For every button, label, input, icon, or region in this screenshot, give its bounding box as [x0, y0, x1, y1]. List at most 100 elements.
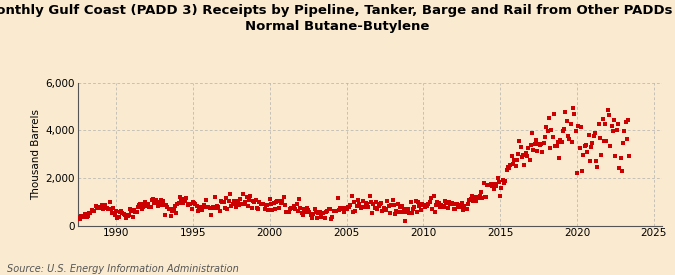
Point	[496, 186, 507, 191]
Point	[246, 206, 257, 211]
Text: Monthly Gulf Coast (PADD 3) Receipts by Pipeline, Tanker, Barge and Rail from Ot: Monthly Gulf Coast (PADD 3) Receipts by …	[0, 4, 675, 33]
Point	[165, 207, 176, 211]
Point	[72, 215, 83, 219]
Point	[125, 207, 136, 212]
Point	[489, 182, 500, 186]
Point	[523, 146, 534, 150]
Point	[572, 171, 583, 176]
Point	[616, 169, 627, 174]
Point	[514, 139, 524, 143]
Point	[163, 207, 174, 211]
Point	[286, 205, 297, 210]
Point	[340, 206, 350, 210]
Point	[75, 216, 86, 221]
Point	[360, 201, 371, 205]
Point	[536, 142, 547, 146]
Point	[178, 197, 189, 201]
Point	[512, 158, 522, 163]
Point	[249, 199, 260, 204]
Point	[250, 198, 261, 202]
Point	[618, 141, 628, 145]
Point	[425, 200, 435, 204]
Point	[564, 137, 574, 141]
Point	[226, 204, 237, 209]
Point	[450, 206, 461, 211]
Point	[562, 119, 572, 123]
Point	[198, 205, 209, 210]
Point	[541, 124, 551, 129]
Point	[585, 159, 595, 164]
Point	[532, 149, 543, 153]
Point	[300, 210, 311, 214]
Point	[267, 208, 277, 213]
Point	[134, 203, 144, 207]
Point	[578, 153, 589, 157]
Point	[262, 203, 273, 208]
Point	[454, 205, 464, 210]
Point	[176, 197, 187, 202]
Point	[335, 205, 346, 210]
Point	[323, 207, 334, 211]
Point	[615, 156, 626, 161]
Point	[202, 204, 213, 209]
Point	[223, 199, 234, 203]
Point	[254, 200, 265, 204]
Point	[446, 200, 457, 205]
Point	[200, 197, 211, 202]
Point	[321, 210, 331, 214]
Point	[124, 212, 134, 217]
Point	[378, 206, 389, 210]
Point	[551, 143, 562, 148]
Point	[252, 207, 263, 211]
Point	[348, 210, 358, 214]
Point	[80, 212, 90, 217]
Point	[148, 196, 159, 201]
Point	[405, 199, 416, 204]
Point	[542, 129, 553, 133]
Point	[481, 195, 491, 199]
Point	[296, 211, 307, 216]
Point	[291, 202, 302, 206]
Point	[547, 134, 558, 139]
Point	[289, 204, 300, 208]
Point	[309, 207, 320, 211]
Point	[278, 195, 289, 199]
Point	[363, 205, 374, 209]
Point	[520, 151, 531, 156]
Point	[614, 165, 624, 170]
Point	[190, 202, 201, 207]
Point	[228, 199, 239, 204]
Point	[245, 194, 256, 198]
Point	[508, 162, 518, 167]
Point	[568, 106, 578, 110]
Point	[418, 202, 429, 207]
Point	[153, 204, 164, 208]
Point	[463, 202, 474, 207]
Point	[149, 201, 160, 205]
Point	[326, 216, 337, 221]
Point	[284, 210, 294, 214]
Point	[574, 146, 585, 150]
Point	[566, 140, 577, 145]
Point	[575, 125, 586, 129]
Point	[169, 204, 180, 208]
Point	[602, 108, 613, 112]
Point	[623, 118, 634, 122]
Point	[263, 208, 274, 212]
Point	[579, 143, 590, 148]
Point	[389, 212, 400, 217]
Point	[371, 200, 381, 204]
Point	[400, 219, 411, 223]
Point	[168, 207, 179, 211]
Point	[528, 148, 539, 152]
Point	[288, 206, 298, 210]
Point	[329, 209, 340, 213]
Point	[130, 209, 140, 214]
Point	[281, 210, 292, 214]
Point	[518, 153, 529, 157]
Point	[455, 205, 466, 209]
Point	[349, 200, 360, 204]
Point	[591, 159, 601, 164]
Point	[556, 140, 567, 144]
Point	[235, 196, 246, 201]
